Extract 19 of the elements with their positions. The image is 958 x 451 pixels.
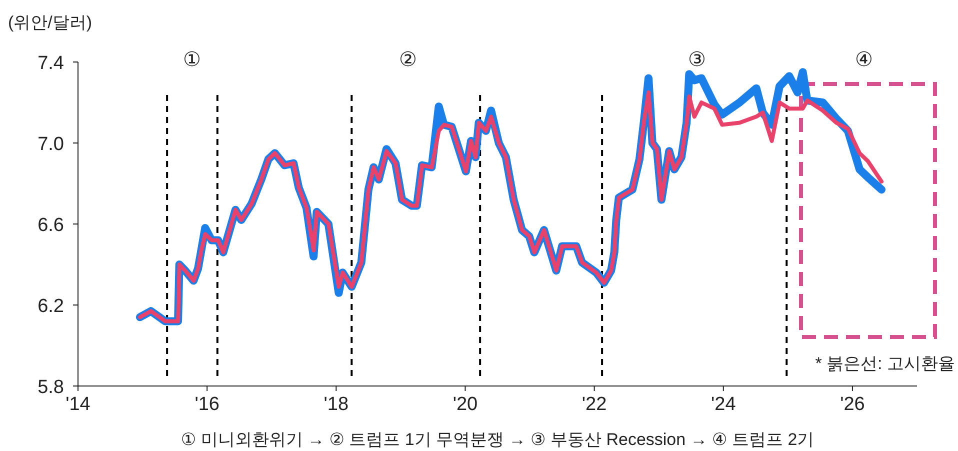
x-tick-label: '26	[840, 394, 865, 415]
y-tick-label: 6.2	[38, 296, 64, 317]
x-tick-label: '14	[66, 394, 91, 415]
x-tick-label: '20	[452, 394, 478, 415]
y-tick-label: 7.4	[38, 53, 64, 74]
text: ① 미니외환위기 → ② 트럼프 1기 무역분쟁 → ③ 부동산 Recession → ④ 트럼프 2기	[180, 430, 814, 449]
annotation: ①	[183, 49, 201, 71]
y-tick-label: 7.0	[38, 134, 64, 155]
annotation: ④	[855, 49, 873, 71]
y-tick-label: 5.8	[38, 377, 64, 398]
annotation: ②	[399, 49, 417, 71]
x-tick-label: '18	[324, 394, 349, 415]
annotation: ③	[688, 49, 706, 71]
x-tick-label: '16	[194, 394, 220, 415]
x-tick-label: '22	[582, 394, 607, 415]
y-axis-title: (위안/달러)	[8, 13, 92, 32]
y-tick-label: 6.6	[38, 215, 64, 236]
annotation: * 붉은선: 고시환율	[815, 354, 955, 373]
x-tick-label: '24	[711, 394, 736, 415]
